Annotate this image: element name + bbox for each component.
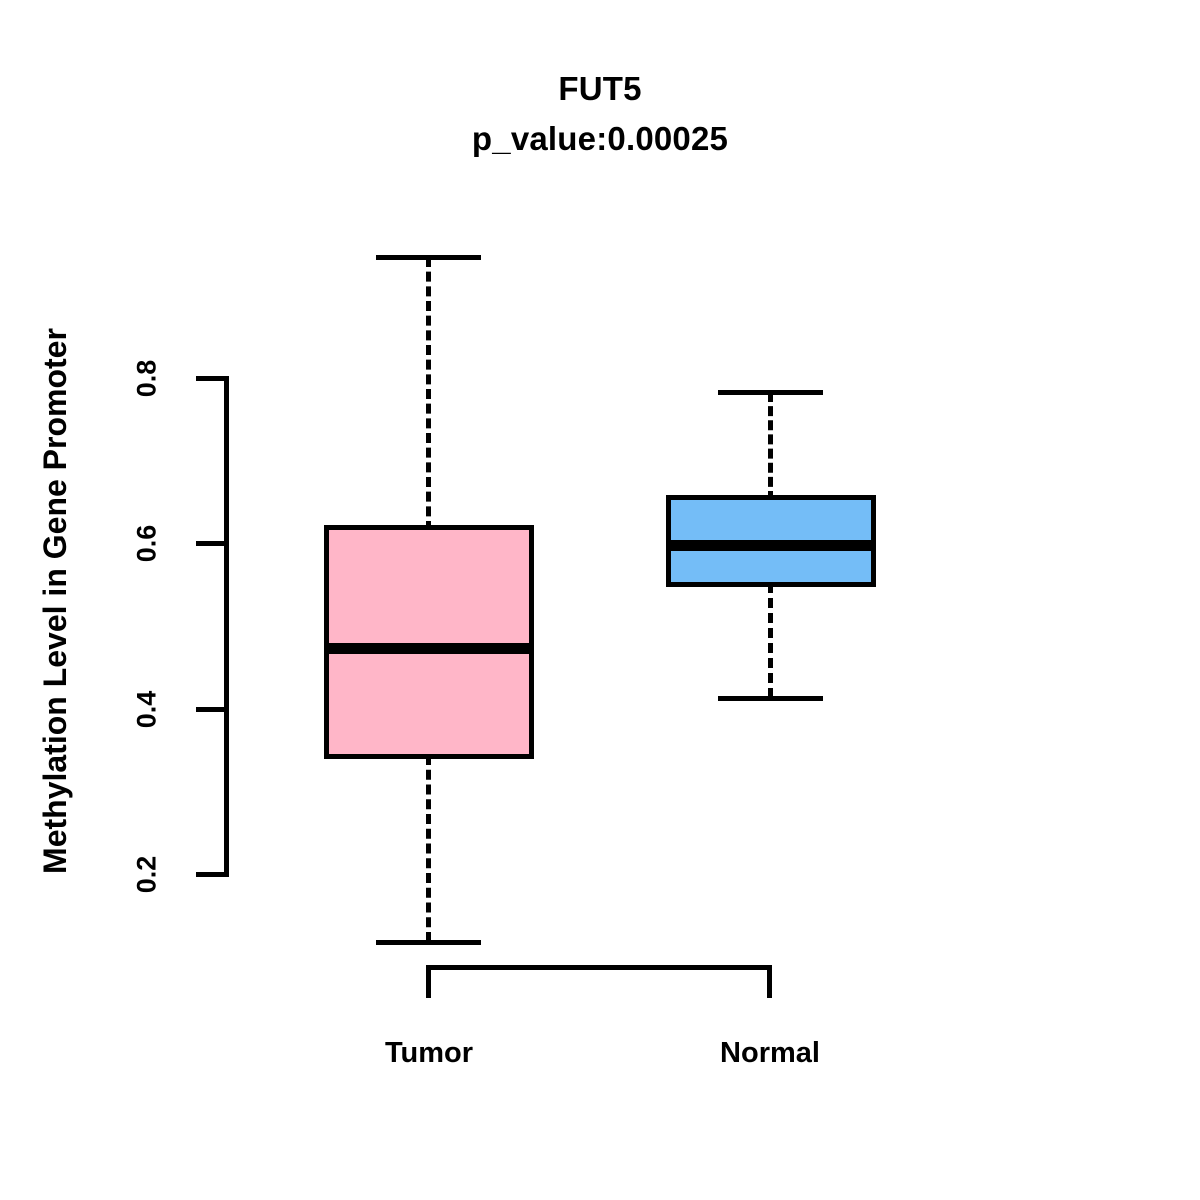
y-axis-tick-0.8 bbox=[196, 376, 225, 381]
x-axis-line bbox=[426, 965, 772, 970]
normal-lower-whisker-cap bbox=[718, 695, 823, 701]
normal-upper-whisker bbox=[768, 392, 773, 502]
y-axis-tick-0.4 bbox=[196, 706, 225, 712]
normal-lower-whisker bbox=[768, 582, 773, 698]
chart-title: FUT5 bbox=[558, 70, 642, 107]
tumor-box bbox=[324, 524, 534, 759]
tumor-upper-whisker bbox=[426, 257, 431, 531]
tumor-median-line bbox=[324, 643, 534, 655]
x-axis-label-tumor: Tumor bbox=[384, 1037, 474, 1069]
y-axis-label-0.6: 0.6 bbox=[131, 525, 162, 563]
x-axis-tick-normal bbox=[767, 965, 772, 998]
y-axis-line bbox=[224, 376, 229, 877]
tumor-lower-whisker-cap bbox=[376, 939, 481, 945]
x-axis-tick-tumor bbox=[426, 965, 431, 998]
chart-subtitle-pvalue: p_value:0.00025 bbox=[471, 120, 729, 157]
x-axis-label-normal: Normal bbox=[720, 1037, 820, 1069]
y-axis-title: Methylation Level in Gene Promoter bbox=[37, 328, 73, 874]
y-axis-label-0.4: 0.4 bbox=[131, 690, 162, 728]
normal-upper-whisker-cap bbox=[718, 390, 823, 396]
tumor-upper-whisker-cap bbox=[376, 255, 481, 261]
tumor-lower-whisker bbox=[426, 754, 431, 942]
y-axis-label-0.2: 0.2 bbox=[131, 855, 162, 894]
normal-median-line bbox=[666, 539, 876, 551]
y-axis-label-0.8: 0.8 bbox=[131, 359, 162, 398]
y-axis-tick-0.2 bbox=[196, 872, 225, 877]
y-axis-tick-0.6 bbox=[196, 541, 225, 547]
